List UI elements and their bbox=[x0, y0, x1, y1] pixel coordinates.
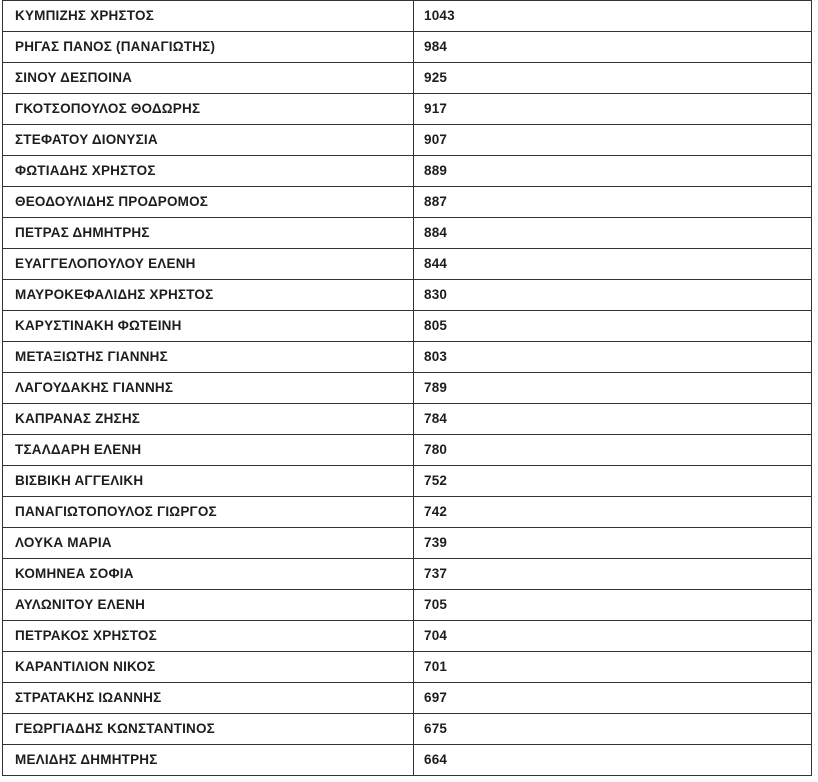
table-row: ΚΑΡΑΝΤΙΛΙΟΝ ΝΙΚΟΣ 701 bbox=[2, 650, 812, 683]
player-name-cell: ΦΩΤΙΑΔΗΣ ΧΡΗΣΤΟΣ bbox=[2, 154, 414, 187]
table-row: ΠΕΤΡΑΣ ΔΗΜΗΤΡΗΣ 884 bbox=[2, 216, 812, 249]
table-row: ΛΑΓΟΥΔΑΚΗΣ ΓΙΑΝΝΗΣ 789 bbox=[2, 371, 812, 404]
table-row: ΚΥΜΠΙΖΗΣ ΧΡΗΣΤΟΣ 1043 bbox=[2, 0, 812, 32]
score-cell: 844 bbox=[413, 247, 812, 280]
table-row: ΘΕΟΔΟΥΛΙΔΗΣ ΠΡΟΔΡΟΜΟΣ 887 bbox=[2, 185, 812, 218]
player-name-cell: ΜΕΛΙΔΗΣ ΔΗΜΗΤΡΗΣ bbox=[2, 743, 414, 776]
score-cell: 984 bbox=[413, 30, 812, 63]
player-name-cell: ΛΑΓΟΥΔΑΚΗΣ ΓΙΑΝΝΗΣ bbox=[2, 371, 414, 404]
player-name-cell: ΠΕΤΡΑΚΟΣ ΧΡΗΣΤΟΣ bbox=[2, 619, 414, 652]
table-row: ΜΕΤΑΞΙΩΤΗΣ ΓΙΑΝΝΗΣ 803 bbox=[2, 340, 812, 373]
table-row: ΣΤΕΦΑΤΟΥ ΔΙΟΝΥΣΙΑ 907 bbox=[2, 123, 812, 156]
player-name-cell: ΚΥΜΠΙΖΗΣ ΧΡΗΣΤΟΣ bbox=[2, 0, 414, 32]
score-cell: 780 bbox=[413, 433, 812, 466]
player-name-cell: ΚΑΡΑΝΤΙΛΙΟΝ ΝΙΚΟΣ bbox=[2, 650, 414, 683]
player-name-cell: ΣΤΡΑΤΑΚΗΣ ΙΩΑΝΝΗΣ bbox=[2, 681, 414, 714]
score-cell: 830 bbox=[413, 278, 812, 311]
player-name-cell: ΚΑΡΥΣΤΙΝΑΚΗ ΦΩΤΕΙΝΗ bbox=[2, 309, 414, 342]
score-cell: 739 bbox=[413, 526, 812, 559]
player-name-cell: ΡΗΓΑΣ ΠΑΝΟΣ (ΠΑΝΑΓΙΩΤΗΣ) bbox=[2, 30, 414, 63]
table-row: ΒΙΣΒΙΚΗ ΑΓΓΕΛΙΚΗ 752 bbox=[2, 464, 812, 497]
player-name-cell: ΘΕΟΔΟΥΛΙΔΗΣ ΠΡΟΔΡΟΜΟΣ bbox=[2, 185, 414, 218]
score-cell: 803 bbox=[413, 340, 812, 373]
table-row: ΤΣΑΛΔΑΡΗ ΕΛΕΝΗ 780 bbox=[2, 433, 812, 466]
score-cell: 701 bbox=[413, 650, 812, 683]
player-name-cell: ΓΚΟΤΣΟΠΟΥΛΟΣ ΘΟΔΩΡΗΣ bbox=[2, 92, 414, 125]
player-name-cell: ΓΕΩΡΓΙΑΔΗΣ ΚΩΝΣΤΑΝΤΙΝΟΣ bbox=[2, 712, 414, 745]
score-cell: 752 bbox=[413, 464, 812, 497]
table-row: ΜΑΥΡΟΚΕΦΑΛΙΔΗΣ ΧΡΗΣΤΟΣ 830 bbox=[2, 278, 812, 311]
player-name-cell: ΤΣΑΛΔΑΡΗ ΕΛΕΝΗ bbox=[2, 433, 414, 466]
score-cell: 675 bbox=[413, 712, 812, 745]
table-row: ΑΥΛΩΝΙΤΟΥ ΕΛΕΝΗ 705 bbox=[2, 588, 812, 621]
table-row: ΓΕΩΡΓΙΑΔΗΣ ΚΩΝΣΤΑΝΤΙΝΟΣ 675 bbox=[2, 712, 812, 745]
score-cell: 742 bbox=[413, 495, 812, 528]
player-name-cell: ΒΙΣΒΙΚΗ ΑΓΓΕΛΙΚΗ bbox=[2, 464, 414, 497]
player-name-cell: ΜΕΤΑΞΙΩΤΗΣ ΓΙΑΝΝΗΣ bbox=[2, 340, 414, 373]
table-row: ΣΤΡΑΤΑΚΗΣ ΙΩΑΝΝΗΣ 697 bbox=[2, 681, 812, 714]
table-row: ΣΙΝΟΥ ΔΕΣΠΟΙΝΑ 925 bbox=[2, 61, 812, 94]
player-name-cell: ΛΟΥΚΑ ΜΑΡΙΑ bbox=[2, 526, 414, 559]
score-cell: 697 bbox=[413, 681, 812, 714]
score-cell: 907 bbox=[413, 123, 812, 156]
score-cell: 784 bbox=[413, 402, 812, 435]
player-name-cell: ΣΙΝΟΥ ΔΕΣΠΟΙΝΑ bbox=[2, 61, 414, 94]
score-cell: 887 bbox=[413, 185, 812, 218]
player-name-cell: ΠΕΤΡΑΣ ΔΗΜΗΤΡΗΣ bbox=[2, 216, 414, 249]
score-cell: 664 bbox=[413, 743, 812, 776]
table-row: ΜΕΛΙΔΗΣ ΔΗΜΗΤΡΗΣ 664 bbox=[2, 743, 812, 776]
table-row: ΠΑΝΑΓΙΩΤΟΠΟΥΛΟΣ ΓΙΩΡΓΟΣ 742 bbox=[2, 495, 812, 528]
score-cell: 705 bbox=[413, 588, 812, 621]
score-cell: 805 bbox=[413, 309, 812, 342]
table-row: ΚΑΠΡΑΝΑΣ ΖΗΣΗΣ 784 bbox=[2, 402, 812, 435]
table-row: ΛΟΥΚΑ ΜΑΡΙΑ 739 bbox=[2, 526, 812, 559]
score-cell: 884 bbox=[413, 216, 812, 249]
table-row: ΡΗΓΑΣ ΠΑΝΟΣ (ΠΑΝΑΓΙΩΤΗΣ) 984 bbox=[2, 30, 812, 63]
table-row: ΓΚΟΤΣΟΠΟΥΛΟΣ ΘΟΔΩΡΗΣ 917 bbox=[2, 92, 812, 125]
score-cell: 737 bbox=[413, 557, 812, 590]
score-cell: 789 bbox=[413, 371, 812, 404]
table-row: ΚΟΜΗΝΕΑ ΣΟΦΙΑ 737 bbox=[2, 557, 812, 590]
player-name-cell: ΣΤΕΦΑΤΟΥ ΔΙΟΝΥΣΙΑ bbox=[2, 123, 414, 156]
score-cell: 925 bbox=[413, 61, 812, 94]
score-cell: 704 bbox=[413, 619, 812, 652]
player-name-cell: ΑΥΛΩΝΙΤΟΥ ΕΛΕΝΗ bbox=[2, 588, 414, 621]
player-name-cell: ΚΟΜΗΝΕΑ ΣΟΦΙΑ bbox=[2, 557, 414, 590]
player-name-cell: ΕΥΑΓΓΕΛΟΠΟΥΛΟΥ ΕΛΕΝΗ bbox=[2, 247, 414, 280]
table-row: ΚΑΡΥΣΤΙΝΑΚΗ ΦΩΤΕΙΝΗ 805 bbox=[2, 309, 812, 342]
player-name-cell: ΠΑΝΑΓΙΩΤΟΠΟΥΛΟΣ ΓΙΩΡΓΟΣ bbox=[2, 495, 414, 528]
score-cell: 889 bbox=[413, 154, 812, 187]
score-cell: 1043 bbox=[413, 0, 812, 32]
table-row: ΠΕΤΡΑΚΟΣ ΧΡΗΣΤΟΣ 704 bbox=[2, 619, 812, 652]
player-name-cell: ΚΑΠΡΑΝΑΣ ΖΗΣΗΣ bbox=[2, 402, 414, 435]
score-cell: 917 bbox=[413, 92, 812, 125]
player-name-cell: ΜΑΥΡΟΚΕΦΑΛΙΔΗΣ ΧΡΗΣΤΟΣ bbox=[2, 278, 414, 311]
table-row: ΕΥΑΓΓΕΛΟΠΟΥΛΟΥ ΕΛΕΝΗ 844 bbox=[2, 247, 812, 280]
table-row: ΦΩΤΙΑΔΗΣ ΧΡΗΣΤΟΣ 889 bbox=[2, 154, 812, 187]
